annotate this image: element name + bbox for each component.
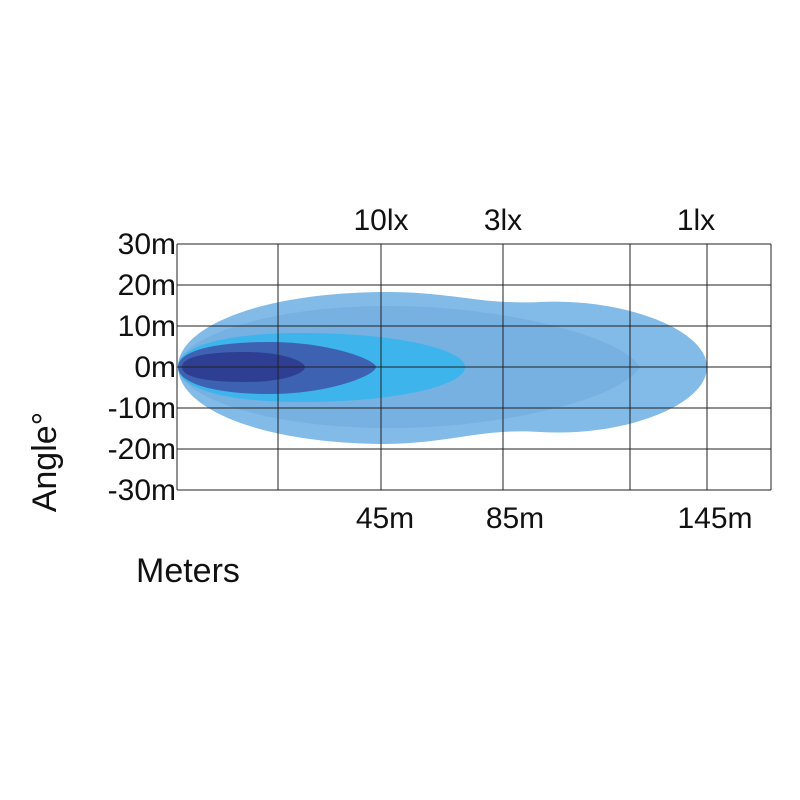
y-axis-title: Angle° [26,412,64,513]
y-label: 20m [118,269,176,302]
x-label: 145m [677,502,752,535]
y-label: 30m [118,228,176,261]
x-axis-title: Meters [136,552,240,590]
y-label: 10m [118,310,176,343]
beam-pattern [178,291,707,444]
lux-label: 1lx [677,204,715,237]
y-label: 0m [134,351,176,384]
x-label: 45m [356,502,414,535]
lux-label: 10lx [353,204,408,237]
x-label: 85m [486,502,544,535]
lux-labels: 10lx 3lx 1lx [353,204,715,237]
y-label: -20m [108,433,176,466]
grid [176,243,772,491]
y-label: -10m [108,392,176,425]
y-labels: 30m 20m 10m 0m -10m -20m -30m [108,228,176,507]
lux-label: 3lx [484,204,522,237]
y-label: -30m [108,474,176,507]
x-labels: 45m 85m 145m [356,502,753,535]
